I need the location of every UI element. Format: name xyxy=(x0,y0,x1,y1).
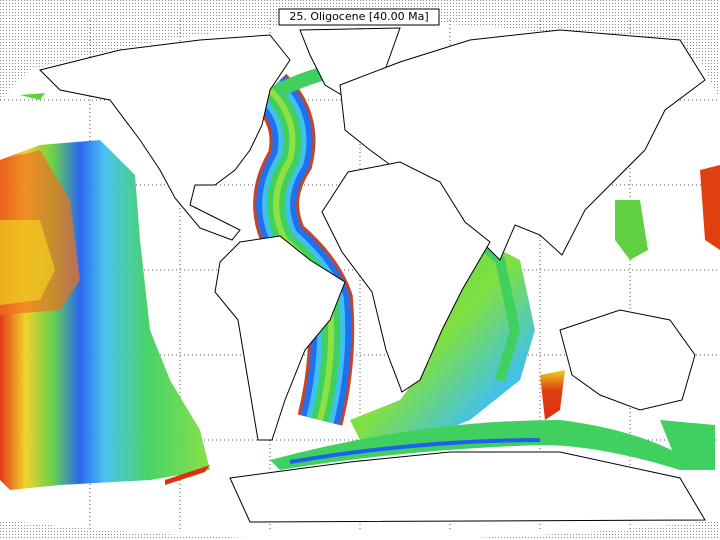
title-box xyxy=(278,8,440,26)
map-title: 25. Oligocene [40.00 Ma] xyxy=(289,10,428,23)
continents xyxy=(39,27,706,523)
